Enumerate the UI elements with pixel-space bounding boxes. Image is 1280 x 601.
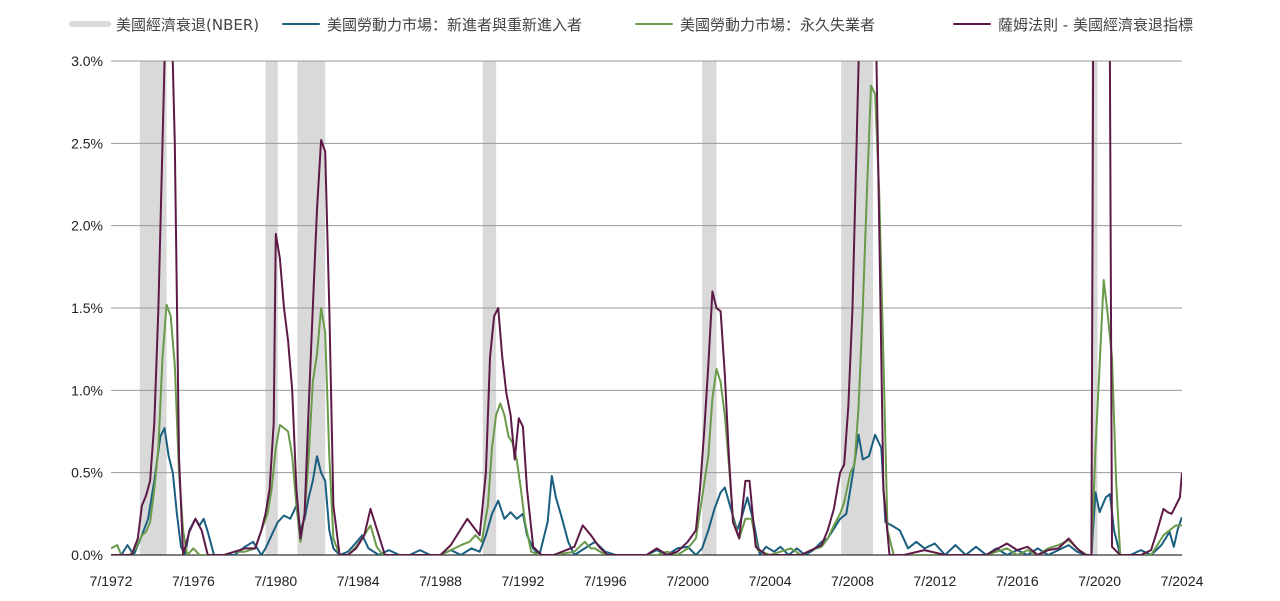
legend-label: 美國經濟衰退(NBER) [116, 16, 259, 34]
y-tick-label: 0.0% [71, 547, 103, 563]
legend-item-sahm-rule: 薩姆法則 - 美國經濟衰退指標 [953, 16, 1193, 34]
x-tick-label: 7/1972 [90, 573, 133, 589]
x-tick-label: 7/2004 [749, 573, 792, 589]
x-tick-label: 7/1984 [337, 573, 380, 589]
legend-item-permanent-job-losers: 美國勞動力市場：永久失業者 [635, 16, 875, 34]
x-tick-label: 7/2012 [913, 573, 956, 589]
series-lines [111, 61, 1182, 555]
x-tick-label: 7/2024 [1161, 573, 1204, 589]
x-tick-label: 7/1976 [172, 573, 215, 589]
series-line-sahm-rule [111, 61, 1182, 555]
x-axis-ticks: 7/1972 7/1976 7/1980 7/1984 7/1988 7/1992 7/19… [90, 573, 1204, 589]
y-tick-label: 2.5% [71, 135, 103, 151]
x-tick-label: 7/2000 [666, 573, 709, 589]
y-tick-label: 3.0% [71, 53, 103, 69]
y-axis-ticks: 0.0% 0.5% 1.0% 1.5% 2.0% 2.5% 3.0% [71, 53, 103, 563]
x-tick-label: 7/1980 [254, 573, 297, 589]
y-tick-label: 1.0% [71, 382, 103, 398]
y-tick-label: 2.0% [71, 218, 103, 234]
y-tick-label: 1.5% [71, 300, 103, 316]
x-tick-label: 7/1996 [584, 573, 627, 589]
x-tick-label: 7/2008 [831, 573, 874, 589]
x-tick-label: 7/2016 [996, 573, 1039, 589]
x-tick-label: 7/1992 [502, 573, 545, 589]
legend-item-new-entrants: 美國勞動力市場：新進者與重新進入者 [282, 16, 582, 34]
legend-item-recession: 美國經濟衰退(NBER) [69, 16, 259, 34]
legend-label: 薩姆法則 - 美國經濟衰退指標 [998, 16, 1193, 34]
y-tick-label: 0.5% [71, 465, 103, 481]
x-tick-label: 7/1988 [419, 573, 462, 589]
legend-label: 美國勞動力市場：永久失業者 [680, 16, 875, 34]
grid-lines [111, 60, 1182, 474]
legend: 美國經濟衰退(NBER) 美國勞動力市場：新進者與重新進入者 美國勞動力市場：永久失… [69, 16, 1193, 34]
legend-label: 美國勞動力市場：新進者與重新進入者 [327, 16, 582, 34]
x-tick-label: 7/2020 [1078, 573, 1121, 589]
